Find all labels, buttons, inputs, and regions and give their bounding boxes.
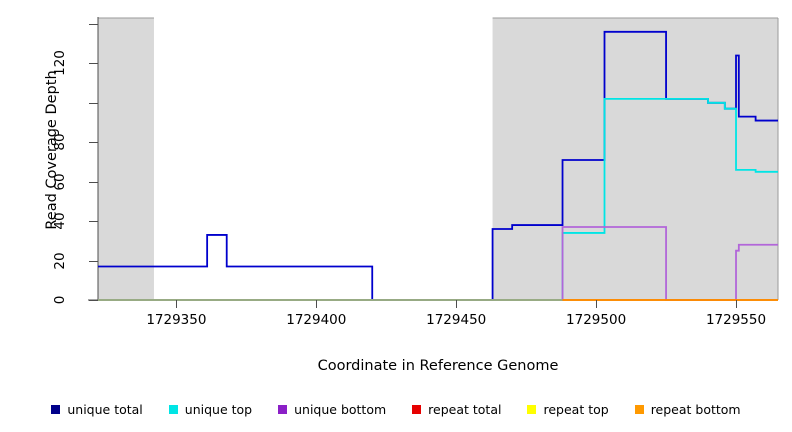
x-tick-label: 1729500 (566, 312, 627, 328)
y-tick-label-text: 60 (52, 173, 68, 191)
y-tick-label: 80 (40, 134, 80, 151)
x-tick-label: 1729400 (286, 312, 347, 328)
coverage-gap-region (153, 18, 493, 300)
legend-label: repeat top (543, 401, 609, 417)
y-tick-mark (89, 23, 98, 25)
x-tick-mark (596, 300, 598, 308)
legend-swatch-icon (168, 404, 178, 414)
y-tick-label: 40 (40, 213, 80, 230)
legend-item[interactable]: unique bottom (278, 402, 386, 417)
series-unique-top (98, 97, 778, 301)
legend-item[interactable]: unique top (168, 401, 253, 417)
legend-swatch-icon (278, 404, 288, 414)
y-tick-label-text: 20 (52, 252, 68, 270)
legend-label: repeat bottom (650, 401, 741, 417)
legend-label: unique top (184, 401, 253, 417)
y-tick-mark (89, 221, 98, 223)
legend-label: repeat total (428, 401, 502, 417)
y-tick-label: 120 (40, 51, 80, 77)
legend-swatch-icon (412, 404, 422, 414)
series-unique-total (98, 30, 778, 301)
y-tick-label-text: 40 (52, 212, 68, 230)
legend-item[interactable]: repeat total (412, 402, 501, 417)
x-tick-label: 1729450 (426, 312, 487, 328)
y-tick-label: 60 (40, 173, 80, 190)
x-tick-mark (456, 300, 458, 308)
x-tick-mark (316, 300, 318, 308)
legend-item[interactable]: unique total (51, 401, 143, 417)
y-tick-mark (89, 300, 98, 301)
legend-item[interactable]: repeat bottom (634, 401, 741, 417)
chart-legend: unique total unique top unique bottom repea… (0, 396, 792, 422)
y-tick-label: 20 (40, 252, 80, 269)
legend-swatch-icon (634, 404, 644, 414)
x-tick-label: 1729350 (146, 312, 207, 328)
legend-item[interactable]: repeat top (527, 401, 609, 417)
y-tick-mark (89, 260, 98, 262)
legend-label: unique bottom (294, 401, 387, 417)
y-tick-label-text: 80 (52, 133, 68, 151)
legend-label: unique total (67, 401, 143, 417)
y-axis-title: Read Coverage Depth (44, 70, 60, 230)
legend-swatch-icon (51, 404, 61, 414)
y-tick-label-text: 0 (52, 295, 68, 305)
x-tick-mark (736, 300, 737, 308)
y-tick-mark (89, 63, 98, 65)
y-tick-label: 0 (40, 292, 80, 308)
x-tick-mark (176, 300, 178, 308)
y-tick-label-text: 120 (52, 50, 68, 77)
y-tick-mark (89, 102, 98, 104)
legend-swatch-icon (527, 404, 537, 414)
y-tick-mark (89, 142, 98, 144)
x-tick-label: 1729550 (705, 312, 767, 328)
x-axis-title: Coordinate in Reference Genome (317, 358, 559, 374)
y-tick-mark (89, 181, 98, 183)
